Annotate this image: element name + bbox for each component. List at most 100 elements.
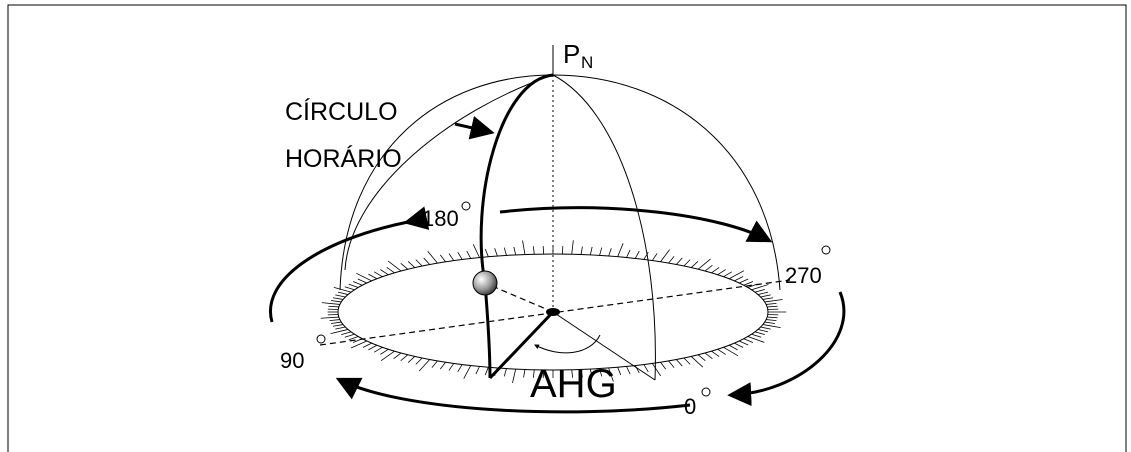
tick: [581, 247, 582, 255]
tick: [763, 298, 773, 300]
tick: [363, 343, 372, 347]
tick: [755, 332, 765, 335]
tick: [705, 265, 712, 271]
tick: [321, 317, 339, 318]
tick: [600, 248, 602, 256]
tick: [473, 244, 479, 257]
tick: [380, 270, 388, 275]
tick: [618, 243, 623, 256]
tick: [333, 298, 343, 300]
tick: [345, 334, 355, 337]
tick: [464, 366, 471, 379]
tick: [401, 355, 408, 361]
tick: [644, 365, 648, 372]
tick: [734, 343, 743, 347]
tick: [763, 325, 781, 328]
tick: [440, 255, 445, 262]
tick: [504, 248, 506, 256]
tick: [345, 287, 355, 290]
center-dot: [546, 308, 560, 316]
tick: [328, 306, 338, 307]
tick: [712, 267, 720, 272]
tick: [513, 369, 516, 383]
star: [473, 271, 497, 295]
tick: [374, 272, 382, 277]
hour-circle: [481, 75, 553, 378]
tick: [734, 277, 743, 281]
tick: [380, 349, 388, 354]
tick: [333, 325, 343, 327]
label-arrow: [455, 124, 490, 132]
tick: [331, 301, 341, 302]
tick: [335, 327, 345, 329]
circle-label: HORÁRIO: [285, 144, 402, 173]
tick: [758, 292, 768, 294]
meridian: [553, 75, 655, 380]
degree-label: 0: [684, 394, 696, 419]
angle-arrow: [535, 335, 600, 353]
circle-label: CÍRCULO: [285, 97, 398, 126]
tick: [533, 246, 534, 254]
tick: [485, 249, 488, 257]
degree-symbol: [317, 335, 325, 343]
tick: [729, 345, 738, 350]
tick: [419, 360, 429, 371]
tick: [458, 365, 462, 372]
tick: [523, 241, 525, 255]
tick: [767, 317, 777, 318]
tick: [408, 356, 415, 362]
tick: [652, 363, 660, 375]
tick: [394, 353, 401, 359]
degree-symbol: [822, 246, 830, 254]
tick: [669, 256, 675, 263]
tick: [684, 358, 690, 364]
tick: [635, 251, 639, 258]
tick: [755, 289, 765, 292]
tick: [416, 260, 422, 266]
tick: [661, 250, 670, 262]
tick: [618, 367, 621, 375]
tick: [698, 355, 705, 361]
tick: [353, 282, 362, 286]
tick: [424, 258, 430, 265]
tick: [485, 367, 488, 375]
tick: [744, 339, 753, 343]
tick: [331, 322, 341, 323]
tick: [758, 329, 768, 331]
tick: [718, 270, 726, 275]
tick: [627, 367, 631, 375]
tick: [504, 369, 506, 377]
tick: [590, 247, 592, 255]
tick: [428, 251, 438, 263]
celestial-sphere: [340, 75, 780, 290]
tick: [349, 337, 358, 340]
arrow-top: [500, 208, 768, 240]
tick: [739, 341, 748, 345]
tick: [458, 252, 462, 259]
tick: [761, 327, 771, 329]
angle-label: AHG: [530, 362, 617, 406]
tick: [368, 345, 377, 350]
arrow-right: [732, 292, 844, 395]
tick: [524, 370, 525, 378]
tick: [401, 263, 408, 269]
tick: [712, 351, 720, 356]
tick: [761, 295, 771, 297]
tick: [766, 320, 776, 321]
tick: [676, 258, 682, 265]
tick: [744, 282, 753, 286]
degree-label: 270: [785, 263, 822, 288]
pole-subscript: N: [581, 53, 593, 72]
tick: [739, 279, 748, 283]
tick: [669, 361, 675, 368]
tick: [661, 362, 666, 369]
tick: [684, 260, 690, 266]
tick: [408, 261, 415, 267]
tick: [349, 284, 358, 287]
degree-label: 180: [422, 206, 459, 231]
tick: [416, 358, 422, 364]
tick: [449, 363, 454, 370]
tick: [335, 295, 345, 297]
tick: [514, 247, 516, 255]
tick: [609, 248, 612, 256]
